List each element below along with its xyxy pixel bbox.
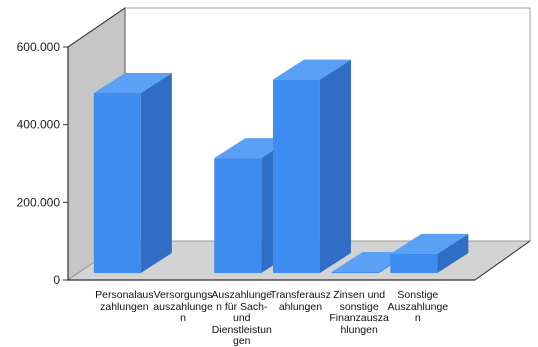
bars	[93, 59, 469, 274]
x-tick-label: Sonstige Auszahlungen	[387, 290, 449, 324]
bar-top	[331, 252, 410, 272]
y-tick-label: 400.000	[17, 118, 61, 132]
bar	[93, 73, 172, 273]
bar-front	[214, 158, 262, 273]
bar-front	[93, 93, 141, 273]
bar-side	[319, 59, 351, 273]
bar-side	[437, 233, 469, 273]
y-tick-label: 200.000	[17, 195, 61, 209]
x-tick-label: Zinsen und sonstige Finanzauszahlungen	[329, 290, 389, 336]
y-tick-label: 0	[53, 273, 60, 287]
x-tick-label: Auszahlungen für Sach- und Dienstleistun…	[211, 290, 273, 347]
bar-top	[214, 138, 293, 159]
x-tick-label: Transferauszahlungen	[269, 290, 331, 313]
bar-top	[93, 73, 172, 93]
floor-right-edge	[474, 240, 531, 281]
bar	[272, 59, 351, 274]
y-axis: 0 200.000 400.000 600.000	[17, 40, 68, 287]
x-tick-label: Versorgungsauszahlungen	[153, 290, 213, 324]
bar-front	[390, 253, 438, 273]
bar	[390, 233, 469, 273]
wall-top-edge	[67, 7, 126, 48]
bar-top	[390, 233, 469, 254]
y-tick-label: 600.000	[17, 40, 61, 54]
bar-side	[140, 73, 172, 273]
bar-front	[331, 272, 379, 273]
bar-front	[272, 79, 320, 274]
x-tick-label: Personalauszahlungen	[95, 290, 154, 313]
bar-top	[272, 59, 351, 80]
